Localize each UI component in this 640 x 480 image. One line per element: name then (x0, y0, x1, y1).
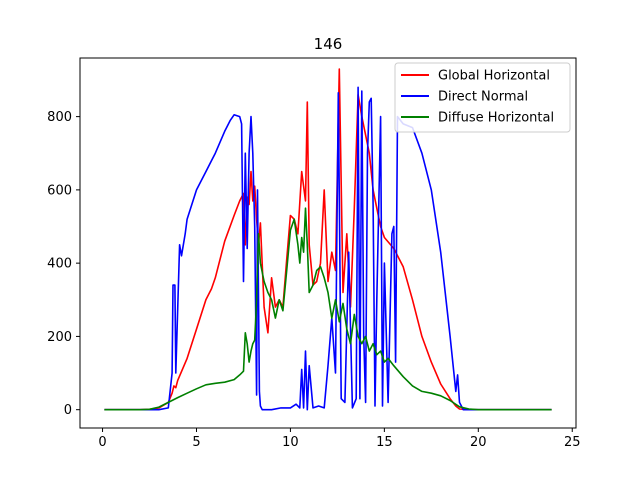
y-tick-label: 0 (64, 403, 72, 418)
legend: Global Horizontal Direct Normal Diffuse Ho… (394, 62, 571, 133)
x-tick-label: 5 (192, 435, 200, 450)
x-tick-label: 15 (376, 435, 393, 450)
x-tick-label: 25 (564, 435, 581, 450)
series-line-diffuse-horizontal (104, 207, 552, 411)
series-layer (104, 68, 552, 411)
y-tick-label: 200 (47, 330, 72, 345)
x-tick-label: 0 (98, 435, 106, 450)
chart-title: 146 (314, 35, 343, 53)
x-tick-label: 20 (470, 435, 487, 450)
series-line-direct-normal (104, 86, 552, 411)
axis-layer: 0 5 10 15 20 25 0 200 400 600 800 (47, 110, 580, 450)
plot-area: 0 5 10 15 20 25 0 200 400 600 800 (47, 57, 581, 450)
legend-label-direct-normal: Direct Normal (438, 90, 528, 105)
y-tick-label: 600 (47, 183, 72, 198)
x-tick-label: 10 (282, 435, 299, 450)
legend-label-diffuse-horizontal: Diffuse Horizontal (438, 111, 554, 126)
y-tick-label: 800 (47, 110, 72, 125)
legend-box (394, 62, 571, 133)
series-line-global-horizontal (104, 68, 552, 411)
legend-label-global-horizontal: Global Horizontal (438, 69, 550, 84)
plot-frame (79, 57, 577, 429)
y-tick-label: 400 (47, 257, 72, 272)
